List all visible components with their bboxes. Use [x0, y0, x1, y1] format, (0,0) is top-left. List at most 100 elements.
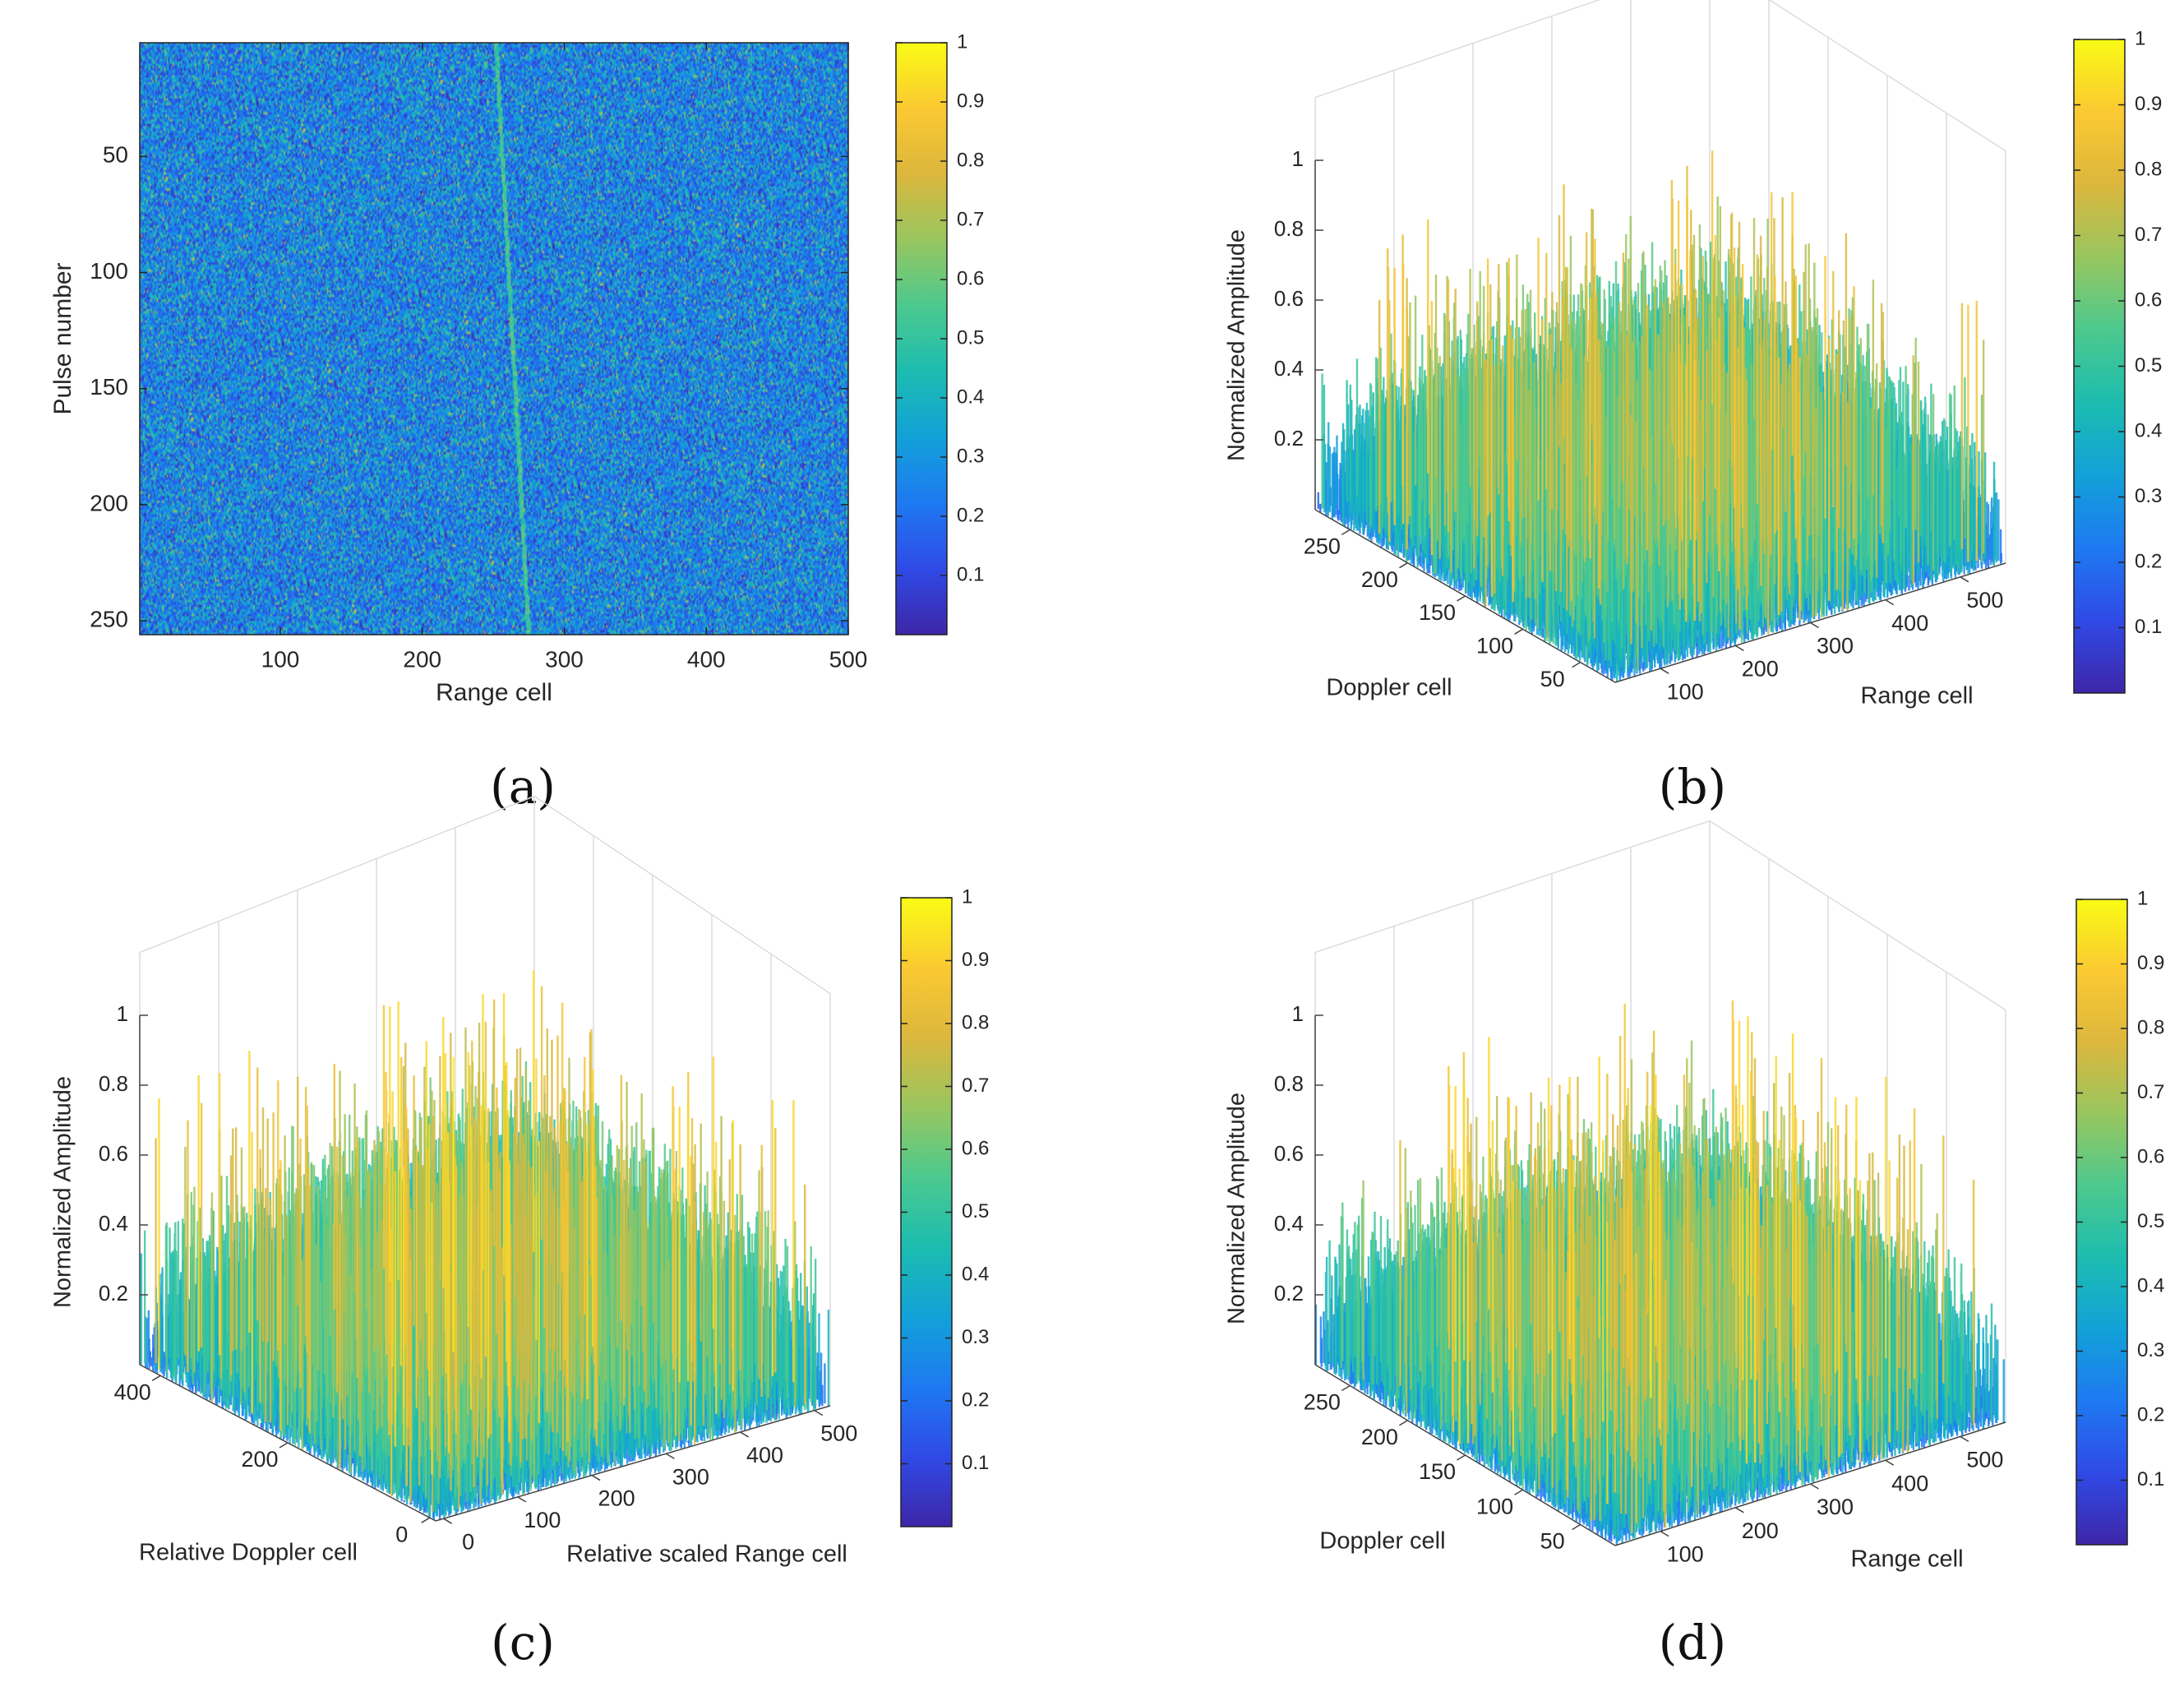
y-tick-label: 200 — [598, 1486, 635, 1511]
y-tick-label: 100 — [1667, 679, 1704, 704]
y-axis-label: Relative scaled Range cell — [566, 1541, 847, 1568]
colorbar-tick-label: 0.8 — [962, 1011, 989, 1033]
colorbar-tick-label: 0.3 — [2137, 1339, 2164, 1361]
colorbar-tick-label: 0.1 — [957, 563, 984, 585]
colorbar-tick-label: 0.4 — [2135, 419, 2162, 441]
x-tick-label: 50 — [1540, 667, 1565, 691]
colorbar-tick-label: 1 — [962, 885, 972, 908]
z-tick-label: 0.4 — [99, 1211, 128, 1236]
x-tick-label: 100 — [261, 646, 300, 672]
z-tick-label: 1 — [1292, 146, 1304, 171]
panel-label: (b) — [1659, 759, 1726, 815]
colorbar-tick-label: 0.7 — [957, 208, 984, 230]
x-tick-label: 300 — [545, 646, 584, 672]
colorbar-tick-label: 0.2 — [2135, 550, 2162, 572]
y-tick-label: 500 — [820, 1421, 857, 1446]
z-tick-label: 0.2 — [1274, 1281, 1304, 1306]
y-tick-label: 100 — [90, 258, 128, 284]
y-axis-label: Range cell — [1850, 1546, 1963, 1573]
colorbar-tick-label: 0.7 — [962, 1074, 989, 1097]
panel-d-colorbar: 0.1 0.2 0.3 0.4 0.5 0.6 0.7 0.8 0.9 1 — [2075, 887, 2164, 1546]
y-tick-label: 100 — [1667, 1542, 1704, 1567]
y-tick-label: 200 — [1742, 1518, 1779, 1543]
x-axis-label: Range cell — [436, 679, 552, 706]
colorbar-tick-label: 0.4 — [962, 1263, 989, 1285]
z-tick-label: 1 — [1292, 1001, 1304, 1026]
colorbar-tick-label: 0.9 — [962, 949, 989, 971]
z-axis-label: Normalized Amplitude — [50, 1076, 76, 1308]
colorbar-tick-label: 1 — [2137, 887, 2148, 909]
y-tick-label: 100 — [524, 1508, 561, 1532]
x-tick-label: 150 — [1419, 1459, 1456, 1484]
x-tick-label: 250 — [1304, 534, 1341, 558]
x-tick-label: 0 — [395, 1522, 408, 1546]
colorbar-tick-label: 0.8 — [2137, 1016, 2164, 1038]
colorbar-tick-label: 0.9 — [2137, 952, 2164, 974]
y-tick-label: 300 — [1817, 634, 1854, 659]
colorbar-tick-label: 0.8 — [957, 149, 984, 171]
x-axis-label: Doppler cell — [1319, 1528, 1445, 1555]
z-tick-label: 0.2 — [99, 1281, 128, 1306]
colorbar-tick-label: 0.9 — [2135, 93, 2162, 115]
z-tick-label: 0.6 — [1274, 1141, 1304, 1166]
colorbar-tick-label: 0.1 — [962, 1452, 989, 1474]
colorbar-gradient — [895, 42, 948, 635]
x-axis-label: Doppler cell — [1326, 675, 1452, 701]
x-tick-label: 100 — [1476, 633, 1513, 658]
colorbar-tick-label: 0.6 — [957, 267, 984, 289]
x-tick-label: 200 — [403, 646, 441, 672]
y-axis-label: Range cell — [1860, 683, 1973, 709]
panel-label: (c) — [491, 1615, 555, 1671]
panel-c-colorbar: 0.1 0.2 0.3 0.4 0.5 0.6 0.7 0.8 0.9 1 — [900, 885, 989, 1527]
colorbar-tick-label: 0.6 — [2137, 1145, 2164, 1167]
x-tick-label: 200 — [1361, 567, 1398, 592]
colorbar-tick-label: 0.6 — [2135, 289, 2162, 311]
y-tick-label: 0 — [462, 1529, 474, 1554]
colorbar-tick-label: 0.7 — [2135, 224, 2162, 246]
y-tick-label: 300 — [1817, 1495, 1854, 1519]
x-tick-label: 500 — [829, 646, 868, 672]
x-tick-label: 400 — [687, 646, 726, 672]
colorbar-tick-label: 0.9 — [957, 90, 984, 112]
y-tick-label: 200 — [90, 490, 128, 515]
colorbar-tick-label: 0.4 — [957, 386, 984, 408]
colorbar-tick-label: 0.5 — [957, 326, 984, 349]
z-tick-label: 0.2 — [1274, 426, 1304, 451]
colorbar-tick-label: 1 — [2135, 27, 2145, 49]
colorbar-tick-label: 0.3 — [962, 1326, 989, 1348]
axes-box — [139, 42, 849, 635]
z-tick-label: 0.8 — [99, 1071, 128, 1096]
panel-b-colorbar: 0.1 0.2 0.3 0.4 0.5 0.6 0.7 0.8 0.9 1 — [2073, 27, 2162, 694]
colorbar-gradient — [900, 897, 953, 1527]
x-tick-label: 400 — [114, 1379, 151, 1404]
panel-a-colorbar: 0.1 0.2 0.3 0.4 0.5 0.6 0.7 0.8 0.9 1 — [895, 30, 984, 635]
y-tick-label: 150 — [90, 374, 128, 400]
colorbar-tick-label: 0.5 — [962, 1200, 989, 1222]
y-tick-label: 250 — [90, 606, 128, 631]
colorbar-tick-label: 0.3 — [957, 445, 984, 467]
panel-a-heatmap: 100 200 300 400 500 50 100 150 200 250 Range cell P… — [49, 42, 868, 815]
z-tick-label: 1 — [117, 1001, 128, 1026]
colorbar-tick-label: 0.1 — [2135, 616, 2162, 638]
colorbar-tick-label: 0.7 — [2137, 1081, 2164, 1103]
y-tick-label: 400 — [1891, 1471, 1928, 1495]
z-tick-label: 0.6 — [99, 1141, 128, 1166]
z-tick-label: 0.8 — [1274, 1071, 1304, 1096]
y-tick-label: 50 — [103, 142, 128, 168]
panel-d-surface: 0.20.40.60.81501001502002501002003004005… — [1224, 820, 2006, 1573]
surface-spikes — [1314, 1000, 2005, 1546]
colorbar-tick-label: 0.2 — [2137, 1403, 2164, 1426]
colorbar-tick-label: 0.5 — [2137, 1210, 2164, 1232]
colorbar-tick-label: 1 — [957, 30, 967, 53]
colorbar-tick-label: 0.5 — [2135, 354, 2162, 377]
z-axis-label: Normalized Amplitude — [1224, 229, 1250, 461]
z-tick-label: 0.4 — [1274, 1211, 1304, 1236]
heatmap-image — [140, 43, 848, 635]
z-tick-label: 0.6 — [1274, 286, 1304, 311]
colorbar-gradient — [2075, 899, 2128, 1546]
z-tick-label: 0.8 — [1274, 216, 1304, 241]
y-axis-label: Pulse number — [49, 262, 76, 414]
z-axis-label: Normalized Amplitude — [1224, 1093, 1250, 1324]
colorbar-tick-label: 0.8 — [2135, 158, 2162, 180]
surface-spikes — [140, 970, 830, 1520]
